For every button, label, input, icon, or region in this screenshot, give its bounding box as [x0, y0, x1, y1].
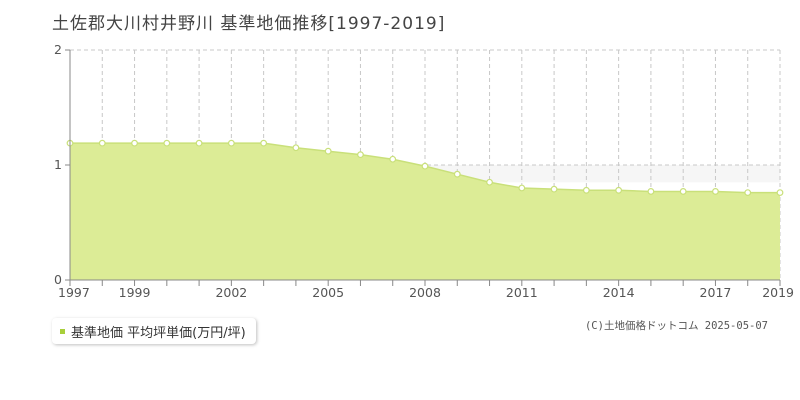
data-point: [163, 139, 171, 147]
data-point: [260, 139, 268, 147]
legend-swatch: [60, 328, 65, 334]
data-point: [453, 170, 461, 178]
axes: [65, 49, 781, 286]
data-point: [357, 151, 364, 159]
data-point: [486, 178, 493, 186]
x-tick-label: 2017: [700, 285, 732, 300]
data-point: [615, 186, 623, 194]
chart-title: 土佐郡大川村井野川 基準地価推移[1997-2019]: [52, 14, 446, 34]
x-tick-label: 1999: [119, 285, 151, 300]
data-point: [389, 155, 397, 163]
x-tick-label: 2008: [409, 285, 441, 300]
x-tick-label: 2011: [506, 285, 538, 300]
y-tick-label: 0: [54, 272, 62, 287]
x-tick-label: 2002: [215, 285, 247, 300]
data-points: [66, 139, 784, 197]
data-point: [421, 162, 429, 170]
data-point: [98, 139, 106, 147]
data-point: [647, 188, 655, 195]
y-tick-label: 1: [54, 157, 62, 172]
area-fill: [70, 143, 780, 280]
x-tick-label: 2005: [312, 285, 344, 300]
data-point: [776, 189, 784, 197]
data-point: [131, 139, 138, 147]
x-tick-label: 1997: [58, 285, 90, 300]
data-point: [744, 189, 752, 197]
x-tick-label: 2014: [603, 285, 635, 300]
x-tick-label: 2019: [762, 285, 794, 300]
data-point: [324, 147, 332, 155]
data-point: [292, 144, 300, 152]
data-point: [550, 185, 558, 193]
data-point: [679, 188, 687, 195]
y-tick-label: 2: [54, 42, 62, 57]
tick-labels: 1997 1999 2002 2005 2008 2011 2014 2017 2019 0 1 2: [54, 42, 794, 300]
legend: 基準地価 平均坪単価(万円/坪): [52, 318, 256, 344]
data-point: [712, 188, 719, 195]
data-point: [518, 184, 526, 192]
data-point: [582, 186, 590, 194]
credit-text: (C)土地価格ドットコム 2025-05-07: [584, 320, 768, 332]
data-point: [195, 139, 203, 147]
legend-label: 基準地価 平均坪単価(万円/坪): [71, 325, 246, 341]
data-point: [227, 139, 235, 147]
